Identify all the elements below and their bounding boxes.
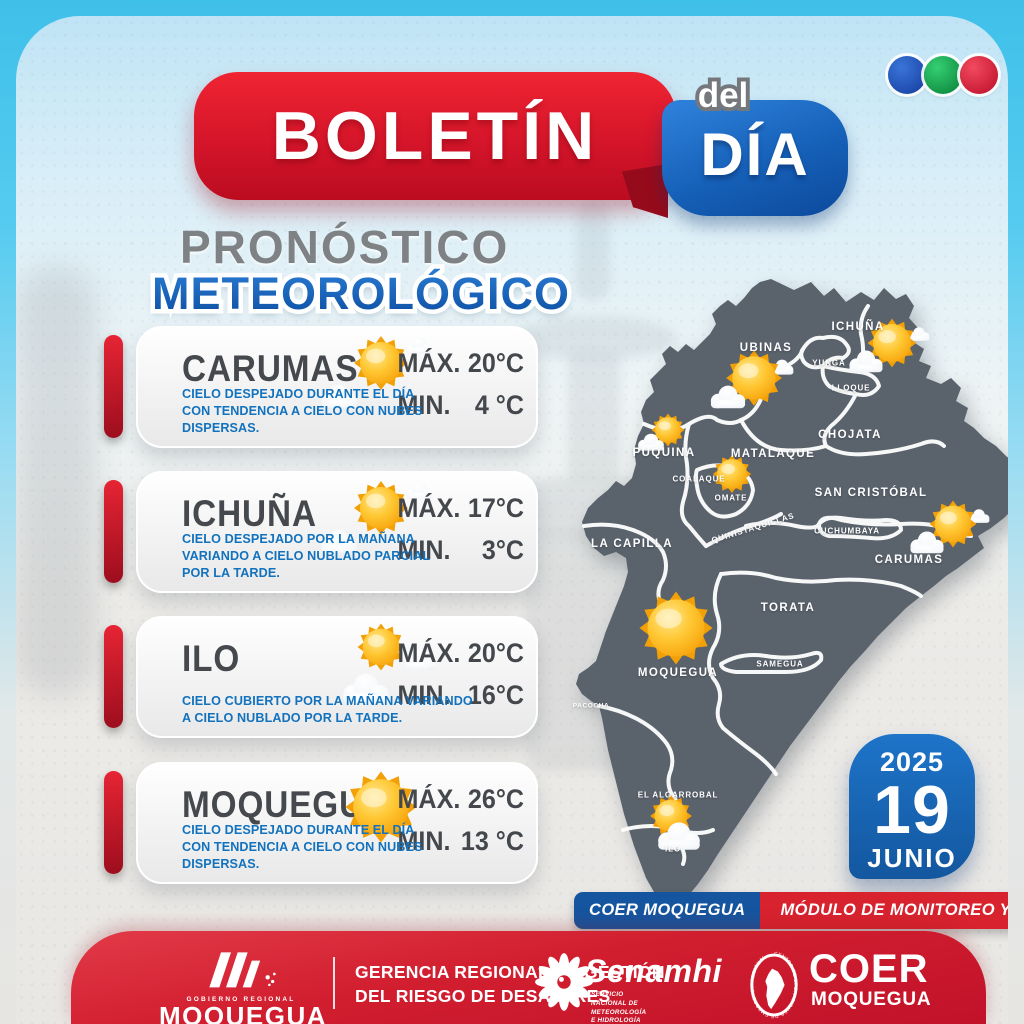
green-dot-icon (924, 56, 962, 94)
map-label-coalaque: COALAQUE (672, 474, 726, 484)
card-accent-bar (104, 771, 123, 874)
map-label-puquina: PUQUINA (632, 447, 696, 459)
temperature-block: MÁX. 17°C MIN. 3°C (397, 493, 524, 565)
forecast-card-moquegua: MOQUEGUA MÁX. 26°C MIN. 13 °C CIELO DESPEJ… (136, 762, 538, 884)
date-day: 19 (873, 772, 951, 848)
map-label-moquegua: MOQUEGUA (637, 667, 719, 679)
senamhi-subtitle: SERVICIO NACIONAL DE METEOROLOGÍA E HIDR… (591, 991, 647, 1024)
bulletin-title: BOLETÍN (271, 98, 599, 174)
sun-icon (634, 586, 718, 670)
min-temp: 13 °C (460, 826, 524, 856)
senamhi-name: Senamhi (585, 953, 722, 989)
red-dot-icon (960, 56, 998, 94)
coer-title: COER (809, 947, 929, 991)
map-label-la-capilla: LA CAPILLA (591, 538, 673, 550)
card-accent-bar (104, 625, 123, 728)
source-ribbon: COER MOQUEGUA MÓDULO DE MONITOREO Y ANÁL… (574, 892, 1008, 929)
district-name: CARUMAS (182, 348, 359, 389)
card-accent-bar (104, 335, 123, 438)
gore-small-text: GOBIERNO REGIONAL (186, 996, 296, 1003)
map-label-san-cristobal: SAN CRISTÓBAL (814, 487, 928, 499)
gobierno-regional-logo: GOBIERNO REGIONAL MOQUEGUA (159, 949, 327, 1024)
footer-divider (333, 957, 335, 1009)
max-temp: 17°C (467, 493, 524, 523)
map-label-omate: OMATE (714, 493, 748, 503)
cloud-icon (844, 347, 888, 374)
dia-ribbon (662, 100, 848, 216)
section-title-line1: PRONÓSTICO (180, 221, 510, 273)
map-label-lloque: LLOQUE (831, 383, 871, 393)
moquegua-region-map: UBINAS ICHUÑA YUNGA LLOQUE CHOJATA PUQUI… (571, 274, 1008, 919)
blue-dot-icon (888, 56, 926, 94)
date-year: 2025 (879, 747, 945, 777)
ribbon-coer-label: COER MOQUEGUA (574, 892, 761, 929)
date-badge: 2025 19 JUNIO (849, 734, 975, 879)
map-label-torata: TORATA (760, 602, 816, 614)
cloud-icon (905, 528, 949, 555)
temperature-block: MÁX. 20°C MIN. 16°C (397, 638, 524, 710)
forecast-description: CIELO DESPEJADO POR LA MAÑANA VARIANDO A… (182, 531, 431, 581)
ribbon-module-label: MÓDULO DE MONITOREO Y ANÁLISIS (760, 892, 1008, 929)
forecast-card-ilo: ILO MÁX. 20°C MIN. 16°C CIELO CUBIERTO POR… (136, 616, 538, 738)
coer-subtitle: MOQUEGUA (811, 989, 932, 1010)
map-label-yunga: YUNGA (812, 358, 846, 368)
district-name: ILO (182, 638, 241, 679)
map-label-ubinas: UBINAS (739, 342, 793, 354)
map-label-chojata: CHOJATA (818, 429, 882, 441)
min-temp: 3°C (481, 535, 524, 565)
map-label-ichuna: ICHUÑA (831, 321, 885, 333)
map-label-ilo: ILO (664, 844, 682, 854)
max-temp: 20°C (467, 348, 524, 378)
district-name: ICHUÑA (182, 493, 317, 534)
forecast-description: CIELO CUBIERTO POR LA MAÑANA VARIANDO A … (182, 693, 473, 726)
moquegua-m-logo-icon (209, 952, 276, 988)
map-label-pacocha: PACOCHA (572, 702, 610, 710)
map-label-matalaque: MATALAQUE (730, 448, 816, 460)
date-month: JUNIO (867, 842, 957, 873)
cloud-icon (705, 382, 751, 410)
footer-bar: GOBIERNO REGIONAL MOQUEGUA GERENCIA REGI… (71, 931, 986, 1024)
title-banner: BOLETÍN (194, 72, 676, 200)
min-temp: 16°C (467, 680, 524, 710)
max-temp: 20°C (467, 638, 524, 668)
forecast-card-carumas: CARUMAS MÁX. 20°C MIN. 4 °C CIELO DESPEJAD… (136, 326, 538, 448)
forecast-description: CIELO DESPEJADO DURANTE EL DÍA CON TENDE… (182, 822, 423, 872)
section-title-line2: METEOROLÓGICO METEOROLÓGICO (148, 264, 574, 324)
coer-seal-icon: CENTRO DE OPERACIONES DE EMERGENCIA REGI… (750, 951, 798, 1019)
map-label-cuchumbaya: CUCHUMBAYA (814, 526, 880, 536)
forecast-card-ichuna: ICHUÑA MÁX. 17°C MIN. 3°C CIELO DESPEJADO … (136, 471, 538, 593)
gore-big-text: MOQUEGUA (159, 1001, 327, 1024)
senamhi-flower-icon (535, 953, 593, 1011)
forecast-description: CIELO DESPEJADO DURANTE EL DÍA CON TENDE… (182, 386, 423, 436)
background-photo-blur (16, 266, 96, 696)
max-temp: 26°C (467, 784, 524, 814)
ribbon-word-dia: DÍA (700, 121, 810, 188)
map-label-carumas: CARUMAS (874, 554, 944, 566)
temperature-block: MÁX. 20°C MIN. 4 °C (397, 348, 524, 420)
map-label-samegua: SAMEGUA (756, 659, 804, 669)
ribbon-word-del: del del (694, 72, 753, 119)
map-label-el-algarrobal: EL ALGARROBAL (637, 790, 719, 800)
temperature-block: MÁX. 26°C MIN. 13 °C (397, 784, 524, 856)
content-panel: BOLETÍN del del DÍA PRONÓSTICO METEOROLÓ… (16, 16, 1008, 1024)
min-temp: 4 °C (474, 390, 524, 420)
card-accent-bar (104, 480, 123, 583)
